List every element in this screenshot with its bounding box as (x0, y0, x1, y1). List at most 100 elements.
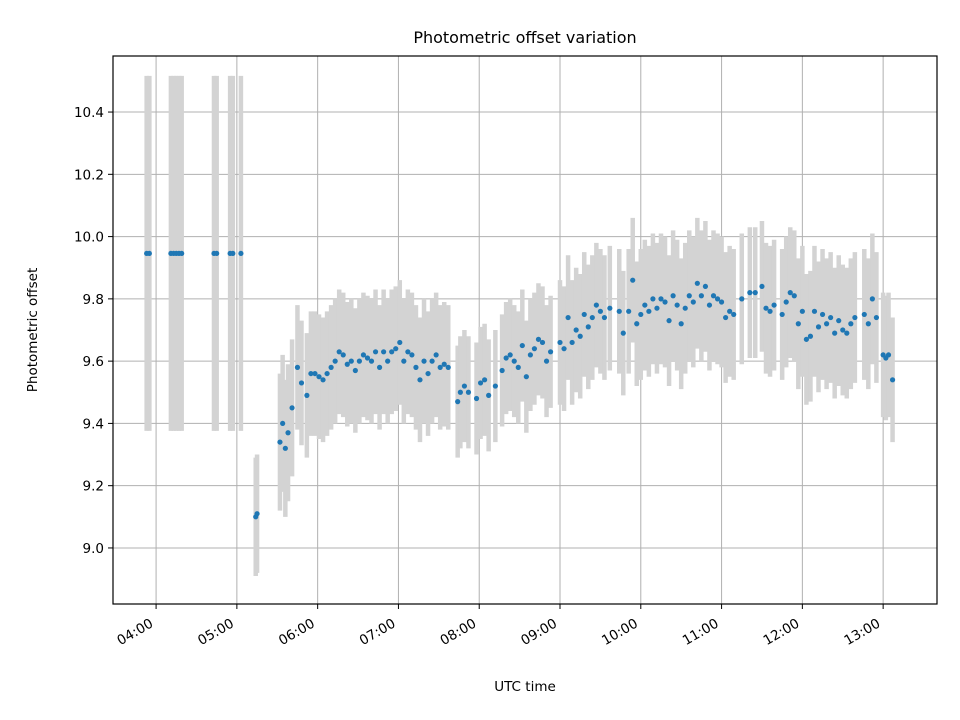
data-point (421, 358, 427, 364)
data-point (727, 308, 733, 314)
data-point (783, 299, 789, 305)
data-point (747, 290, 753, 296)
x-tick-label: 13:00 (841, 616, 883, 649)
data-point (557, 339, 563, 346)
data-point (515, 364, 521, 370)
data-point (482, 377, 488, 383)
data-point (620, 330, 626, 336)
data-point (823, 321, 830, 327)
y-tick-label: 9.4 (83, 416, 104, 432)
y-tick-label: 9.8 (83, 292, 104, 308)
data-point (852, 314, 858, 321)
data-point (405, 349, 411, 355)
data-point (340, 352, 346, 358)
error-bars (144, 75, 895, 576)
data-point (714, 296, 721, 302)
chart-title: Photometric offset variation (413, 28, 636, 47)
data-point (523, 374, 529, 380)
data-point (650, 296, 656, 302)
data-point (535, 336, 542, 342)
data-point (316, 374, 322, 380)
data-point (791, 293, 797, 299)
data-point (828, 314, 834, 321)
data-point (601, 314, 608, 321)
data-point (539, 339, 546, 346)
data-point (368, 358, 375, 364)
data-point (461, 383, 468, 389)
y-tick-label: 10.4 (74, 105, 104, 121)
data-point (503, 355, 509, 361)
data-point (739, 296, 745, 302)
data-point (885, 352, 892, 358)
data-point (179, 250, 185, 257)
y-tick-label: 9.6 (83, 354, 104, 370)
y-tick-label: 10.2 (74, 167, 104, 183)
data-point (771, 302, 777, 308)
data-point (759, 283, 765, 290)
data-point (280, 420, 286, 427)
data-point (678, 321, 684, 327)
data-point (477, 380, 484, 386)
data-point (527, 352, 533, 358)
data-point (214, 250, 220, 257)
data-point (457, 389, 463, 395)
data-point (381, 349, 387, 355)
x-axis-ticks: 04:00 05:00 06:00 07:00 08:00 09:00 10:00 11:00… (114, 604, 884, 649)
x-tick-label: 05:00 (195, 616, 237, 649)
data-point (706, 302, 713, 308)
data-point (670, 293, 676, 299)
data-point (666, 318, 672, 324)
y-tick-label: 9.2 (83, 479, 104, 495)
data-point (642, 302, 648, 308)
data-point (304, 392, 310, 398)
data-point (638, 311, 644, 318)
data-point (799, 308, 805, 314)
data-point (779, 311, 785, 318)
data-point (662, 299, 668, 305)
data-point (634, 321, 640, 327)
data-point (795, 321, 801, 327)
data-point (694, 280, 700, 286)
data-point (238, 250, 244, 257)
data-point (832, 330, 838, 336)
data-point (815, 324, 822, 330)
data-point (429, 358, 435, 364)
data-point (356, 358, 362, 364)
data-point (486, 392, 492, 398)
data-point (836, 318, 842, 324)
data-point (565, 314, 571, 321)
data-point (686, 293, 692, 299)
data-point (698, 293, 704, 299)
data-point (803, 336, 809, 342)
data-point (531, 346, 538, 352)
x-tick-label: 09:00 (518, 616, 560, 649)
x-tick-label: 04:00 (114, 616, 156, 649)
data-point (873, 314, 880, 321)
data-point (865, 321, 871, 327)
plot-frame (112, 55, 938, 605)
data-point (294, 364, 301, 370)
data-point (372, 349, 379, 355)
data-point (840, 327, 846, 333)
x-tick-label: 06:00 (276, 616, 318, 649)
data-point (455, 399, 461, 405)
data-point (682, 305, 688, 311)
data-point (492, 383, 498, 389)
x-tick-label: 11:00 (680, 616, 722, 649)
data-point (547, 349, 554, 355)
data-point (573, 327, 579, 333)
data-point (344, 361, 350, 367)
data-point (409, 352, 415, 358)
data-point (848, 321, 854, 327)
data-point (308, 370, 314, 377)
data-point (282, 445, 288, 451)
data-point (646, 308, 652, 314)
data-point (332, 358, 338, 364)
x-tick-label: 08:00 (438, 616, 480, 649)
data-point (585, 324, 591, 330)
y-axis-ticks: 9.0 9.2 9.4 9.6 9.8 10.0 10.2 10.4 (74, 105, 113, 557)
data-point (630, 277, 636, 283)
data-point (254, 511, 260, 517)
data-point (445, 364, 451, 370)
